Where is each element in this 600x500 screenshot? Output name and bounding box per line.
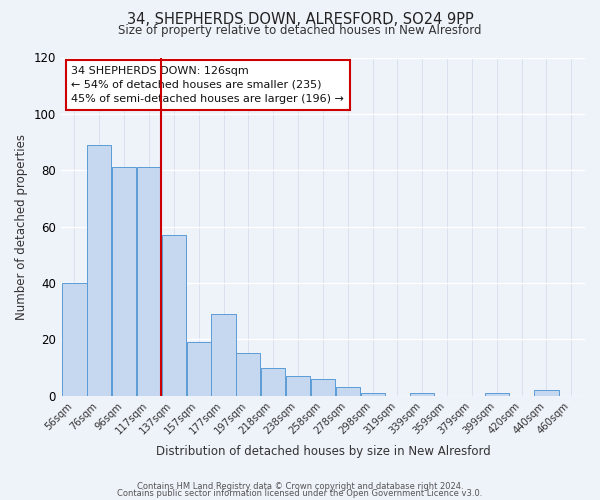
Text: Contains HM Land Registry data © Crown copyright and database right 2024.: Contains HM Land Registry data © Crown c… xyxy=(137,482,463,491)
Bar xyxy=(335,387,360,396)
Bar xyxy=(211,314,236,396)
Text: Size of property relative to detached houses in New Alresford: Size of property relative to detached ho… xyxy=(118,24,482,37)
Bar xyxy=(162,235,186,396)
Bar xyxy=(286,376,310,396)
X-axis label: Distribution of detached houses by size in New Alresford: Distribution of detached houses by size … xyxy=(155,444,490,458)
Bar xyxy=(87,145,112,396)
Bar xyxy=(62,283,86,396)
Y-axis label: Number of detached properties: Number of detached properties xyxy=(15,134,28,320)
Bar xyxy=(261,368,285,396)
Text: 34, SHEPHERDS DOWN, ALRESFORD, SO24 9PP: 34, SHEPHERDS DOWN, ALRESFORD, SO24 9PP xyxy=(127,12,473,28)
Bar xyxy=(361,393,385,396)
Bar xyxy=(137,168,161,396)
Text: Contains public sector information licensed under the Open Government Licence v3: Contains public sector information licen… xyxy=(118,490,482,498)
Bar xyxy=(485,393,509,396)
Bar xyxy=(187,342,211,396)
Bar xyxy=(410,393,434,396)
Bar xyxy=(112,168,136,396)
Bar xyxy=(236,354,260,396)
Bar xyxy=(311,379,335,396)
Bar xyxy=(535,390,559,396)
Text: 34 SHEPHERDS DOWN: 126sqm
← 54% of detached houses are smaller (235)
45% of semi: 34 SHEPHERDS DOWN: 126sqm ← 54% of detac… xyxy=(71,66,344,104)
